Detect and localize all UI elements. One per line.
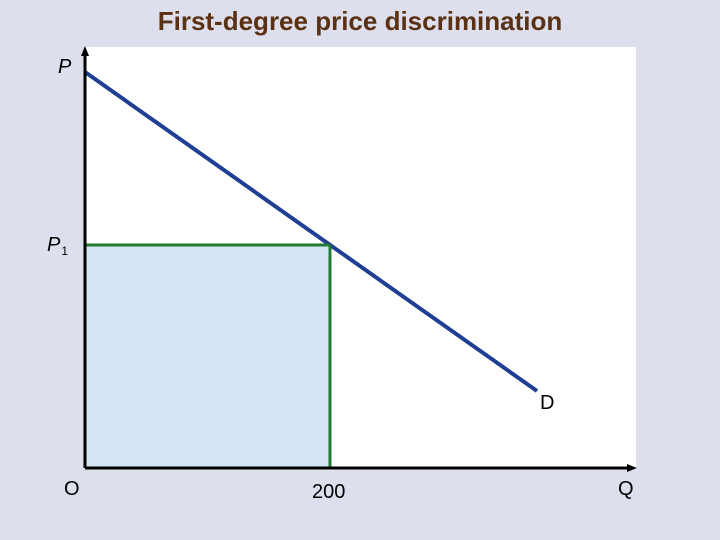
shaded-surplus-area [85,245,330,468]
y-axis-label: P [58,56,72,78]
demand-curve [83,70,539,393]
x-axis-arrow [627,464,637,472]
x-axis-label: Q [618,478,634,500]
y-axis-arrow [81,46,89,56]
price-p1-label: P1 [47,234,69,258]
origin-label: O [64,478,80,500]
demand-curve-label: D [540,392,555,414]
slide-title: First-degree price discrimination [157,6,563,36]
price-p1-subscript: 1 [61,244,69,258]
quantity-200-label: 200 [312,481,346,503]
price-p1-symbol: P [47,234,61,256]
